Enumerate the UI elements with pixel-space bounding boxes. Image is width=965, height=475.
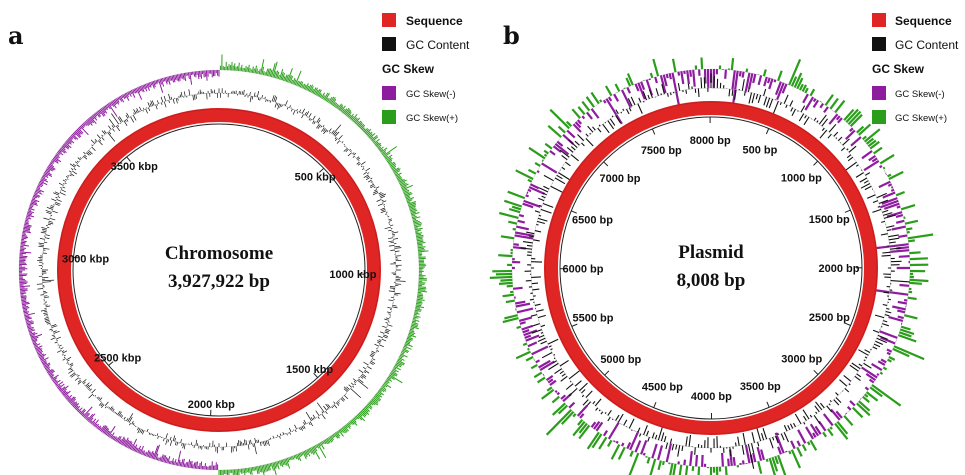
tick-mark <box>571 323 578 327</box>
chromosome-length: 3,927,922 bp <box>168 271 270 292</box>
tick-mark <box>813 369 819 375</box>
tick-label: 500 bp <box>742 145 777 157</box>
sequence-ring-inner-border <box>72 123 366 417</box>
tick-label: 3500 kbp <box>111 161 158 173</box>
tick-label: 4500 bp <box>642 381 683 393</box>
plasmid-map-panel: b 500 bp 1000 bp 1500 bp 2000 bp 2500 bp 3000… <box>489 13 959 475</box>
tick-label: 1500 bp <box>809 214 850 226</box>
tick-label: 2500 kbp <box>94 353 141 365</box>
tick-mark <box>313 372 319 378</box>
tick-label: 2000 kbp <box>188 399 235 411</box>
tick-mark <box>126 156 131 162</box>
legend-swatch-sequence <box>382 13 396 27</box>
legend: Sequence GC Content GC Skew GC Skew(-) G… <box>872 13 959 124</box>
plasmid-title: Plasmid <box>678 242 744 263</box>
tick-label: 500 kbp <box>295 172 336 184</box>
tick-mark <box>844 322 851 326</box>
legend-swatch-gc-skew-minus <box>872 86 886 100</box>
sequence-ring-outer-border <box>57 108 381 432</box>
gc-skew-positive <box>489 57 934 475</box>
legend-label-sequence: Sequence <box>895 14 952 28</box>
tick-label: 3000 bp <box>781 353 822 365</box>
legend-label-gc-skew-plus: GC Skew(+) <box>406 113 458 124</box>
tick-label: 7500 bp <box>641 145 682 157</box>
tick-mark <box>73 256 80 259</box>
tick-mark <box>571 210 577 214</box>
position-ticks: 500 bp 1000 bp 1500 bp 2000 bp 2500 bp 3000 b… <box>560 117 862 419</box>
legend-swatch-gc-skew-plus <box>872 110 886 124</box>
panel-letter-a: a <box>8 21 24 50</box>
gc-content-trace <box>36 88 406 455</box>
tick-label: 2500 bp <box>809 312 850 324</box>
tick-label: 1000 bp <box>781 172 822 184</box>
legend-swatch-sequence <box>872 13 886 27</box>
tick-label: 1000 kbp <box>329 269 376 281</box>
tick-mark <box>844 209 851 213</box>
legend: Sequence GC Content GC Skew GC Skew(-) G… <box>382 13 470 124</box>
panel-letter-b: b <box>503 21 520 50</box>
legend-swatch-gc-content <box>382 37 396 51</box>
tick-mark <box>765 128 770 135</box>
tick-label: 4000 bp <box>691 391 732 403</box>
legend-label-gc-content: GC Content <box>406 38 470 52</box>
legend-label-sequence: Sequence <box>406 14 463 28</box>
legend-swatch-gc-skew-plus <box>382 110 396 124</box>
gc-content-ring <box>520 73 910 469</box>
tick-label: 8000 bp <box>690 135 731 147</box>
tick-mark <box>766 401 770 408</box>
chromosome-title: Chromosome <box>165 243 273 264</box>
tick-mark <box>319 167 325 173</box>
gc-skew-positive <box>218 54 429 475</box>
sequence-ring <box>544 101 878 435</box>
legend-label-gc-skew-plus: GC Skew(+) <box>895 113 947 124</box>
tick-label: 5000 bp <box>600 354 641 366</box>
tick-mark <box>653 402 657 408</box>
legend-label-gc-content: GC Content <box>895 38 959 52</box>
chromosome-map-panel: a 500 kbp 1000 kbp 1500 kbp 2000 kbp 2500 kb… <box>8 13 470 475</box>
tick-label: 1500 kbp <box>286 364 333 376</box>
tick-mark <box>604 370 610 376</box>
tick-label: 5500 bp <box>573 313 614 325</box>
gc-content-trace <box>520 73 910 469</box>
gc-skew-negative <box>18 69 220 471</box>
legend-title-gc-skew: GC Skew <box>382 62 435 76</box>
tick-mark <box>108 361 114 366</box>
tick-label: 2000 bp <box>819 263 860 275</box>
legend-label-gc-skew-minus: GC Skew(-) <box>406 89 456 100</box>
tick-mark <box>813 160 819 166</box>
legend-swatch-gc-content <box>872 37 886 51</box>
sequence-ring <box>57 108 381 432</box>
legend-swatch-gc-skew-minus <box>382 86 396 100</box>
tick-label: 3500 bp <box>740 381 781 393</box>
tick-label: 7000 bp <box>600 173 641 185</box>
plasmid-length: 8,008 bp <box>677 270 746 291</box>
gc-content-ring <box>36 88 406 455</box>
gc-skew-ring <box>18 54 429 475</box>
legend-label-gc-skew-minus: GC Skew(-) <box>895 89 945 100</box>
tick-label: 3000 kbp <box>62 253 109 265</box>
tick-mark <box>603 161 609 167</box>
position-ticks: 500 kbp 1000 kbp 1500 kbp 2000 kbp 2500 kbp 3… <box>62 156 377 416</box>
tick-mark <box>651 128 656 135</box>
tick-label: 6000 bp <box>563 264 604 276</box>
tick-label: 6500 bp <box>572 215 613 227</box>
sequence-ring-outer-border <box>544 101 878 435</box>
legend-title-gc-skew: GC Skew <box>872 62 925 76</box>
